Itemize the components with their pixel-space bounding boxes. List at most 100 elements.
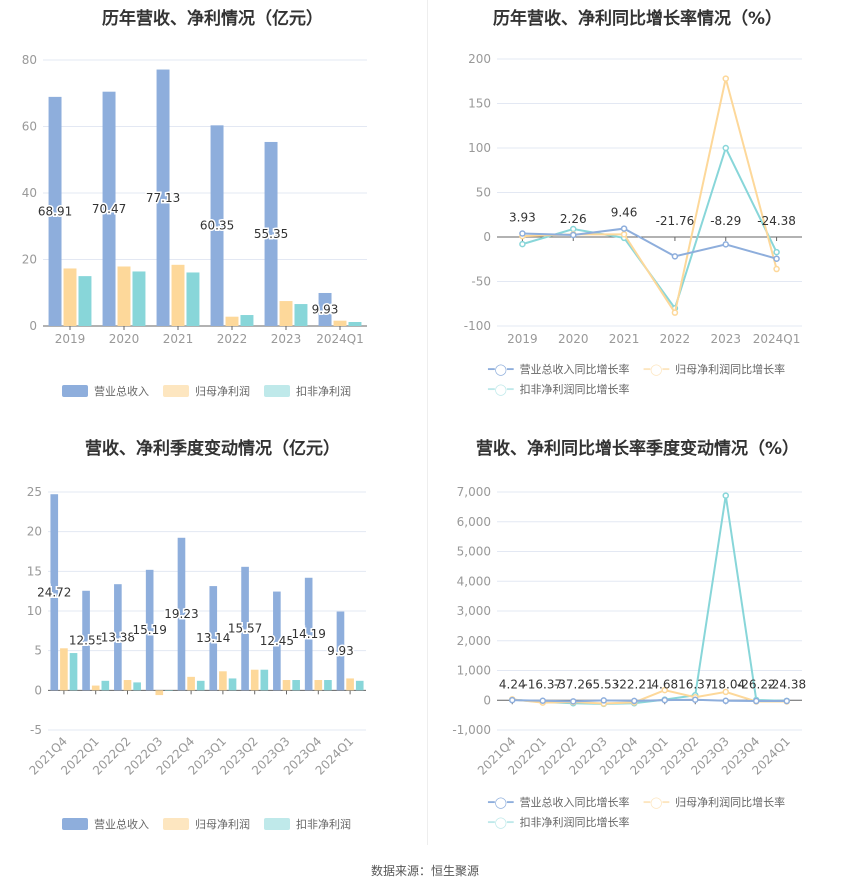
legend-item-profit[interactable]: 归母净利润 xyxy=(163,816,250,832)
legend-label: 归母净利润 xyxy=(195,385,250,398)
bar-profit xyxy=(171,264,185,326)
line-data-label: -8.29 xyxy=(710,214,741,228)
legend-swatch xyxy=(163,818,189,830)
line-point xyxy=(519,240,526,248)
bar-revenue xyxy=(336,611,345,691)
legend-annual-bar: 营业总收入 归母净利润 扣非净利润 xyxy=(62,383,351,399)
legend-annual-growth: ━◯━ 营业总收入同比增长率 ━◯━ 归母净利润同比增长率 ━◯━ 扣非净利润同比增长… xyxy=(488,361,828,397)
bar-data-label: 13.38 xyxy=(101,630,135,644)
legend-label: 归母净利润 xyxy=(195,818,250,831)
y-tick-label: 20 xyxy=(22,253,37,267)
legend-swatch xyxy=(163,385,189,397)
bar-data-label: 13.14 xyxy=(196,631,230,645)
line-point xyxy=(773,248,780,256)
line-profit-growth xyxy=(522,78,778,316)
legend-swatch xyxy=(62,818,88,830)
bar-profit xyxy=(346,678,354,691)
line-point xyxy=(722,688,729,696)
line-point xyxy=(722,697,729,705)
bar-deducted xyxy=(348,322,362,326)
bar-revenue xyxy=(241,566,249,691)
y-tick-label: -50 xyxy=(471,275,491,289)
bar-revenue xyxy=(114,584,122,691)
bar-profit xyxy=(219,671,227,691)
legend-item-revenue-growth[interactable]: ━◯━ 营业总收入同比增长率 xyxy=(488,361,630,377)
y-tick-label: 60 xyxy=(22,120,37,134)
bar-profit xyxy=(279,301,293,326)
bar-deducted xyxy=(186,272,200,326)
line-data-label: -24.38 xyxy=(757,214,796,228)
legend-quarterly-growth: ━◯━ 营业总收入同比增长率 ━◯━ 归母净利润同比增长率 ━◯━ 扣非净利润同比增长… xyxy=(488,794,828,830)
bar-revenue xyxy=(273,591,281,691)
bar-profit xyxy=(63,268,77,326)
legend-item-deducted-growth[interactable]: ━◯━ 扣非净利润同比增长率 xyxy=(488,814,630,830)
legend-line-circle-icon: ━◯━ xyxy=(488,382,514,396)
x-tick-label: 2020 xyxy=(558,332,589,346)
legend-line-circle-icon: ━◯━ xyxy=(643,795,670,809)
bar-deducted xyxy=(240,315,254,326)
legend-label: 归母净利润同比增长率 xyxy=(675,796,786,809)
bar-revenue xyxy=(50,494,59,691)
bar-deducted xyxy=(133,682,141,691)
legend-label: 扣非净利润同比增长率 xyxy=(519,383,630,396)
legend-label: 扣非净利润同比增长率 xyxy=(519,816,630,829)
bar-profit xyxy=(91,685,100,691)
bar-profit xyxy=(60,648,68,691)
y-tick-label: 50 xyxy=(476,186,491,200)
line-data-label: 3.93 xyxy=(509,211,536,225)
bar-deducted xyxy=(78,276,92,326)
legend-item-deducted-growth[interactable]: ━◯━ 扣非净利润同比增长率 xyxy=(488,381,630,397)
bar-data-label: 14.19 xyxy=(291,627,325,641)
legend-item-revenue[interactable]: 营业总收入 xyxy=(62,816,149,832)
legend-item-revenue[interactable]: 营业总收入 xyxy=(62,383,149,399)
legend-item-profit-growth[interactable]: ━◯━ 归母净利润同比增长率 xyxy=(644,361,786,377)
y-tick-label: 10 xyxy=(27,604,42,618)
bar-profit xyxy=(225,316,239,326)
bar-data-label: 12.45 xyxy=(260,634,294,648)
y-tick-label: 5,000 xyxy=(457,545,491,559)
y-tick-label: 3,000 xyxy=(457,604,491,618)
bar-revenue xyxy=(102,91,116,326)
legend-quarterly-bar: 营业总收入 归母净利润 扣非净利润 xyxy=(62,816,351,832)
line-revenue-growth xyxy=(512,698,787,703)
line-revenue-growth xyxy=(522,227,777,260)
bar-revenue xyxy=(48,96,62,326)
x-tick-label: 2021 xyxy=(163,332,194,346)
line-data-label: 2.26 xyxy=(560,212,587,226)
bar-data-label: 9.93 xyxy=(312,302,339,316)
legend-item-profit[interactable]: 归母净利润 xyxy=(163,383,250,399)
y-tick-label: 80 xyxy=(22,53,37,67)
legend-line-circle-icon: ━◯━ xyxy=(488,815,514,829)
line-data-label: -18.04 xyxy=(706,677,745,691)
line-data-label: 4.24 xyxy=(499,677,526,691)
y-tick-label: 150 xyxy=(468,97,491,111)
line-data-label: -22.21 xyxy=(615,677,654,691)
bar-revenue xyxy=(156,69,170,326)
line-point xyxy=(671,309,679,316)
legend-item-revenue-growth[interactable]: ━◯━ 营业总收入同比增长率 xyxy=(488,794,630,810)
line-point xyxy=(631,697,638,705)
y-tick-label: 5 xyxy=(34,644,42,658)
chart-title-annual-growth: 历年营收、净利同比增长率情况（%） xyxy=(492,9,783,29)
bar-data-label: 70.47 xyxy=(92,202,126,216)
line-point xyxy=(539,697,546,704)
legend-item-deducted[interactable]: 扣非净利润 xyxy=(264,816,351,832)
bar-data-label: 15.19 xyxy=(132,623,166,637)
bar-data-label: 60.35 xyxy=(200,219,234,233)
bar-profit xyxy=(282,680,291,691)
y-tick-label: -1,000 xyxy=(452,723,491,737)
chart-title-annual-bar: 历年营收、净利情况（亿元） xyxy=(102,9,323,29)
bar-deducted xyxy=(228,678,237,691)
bar-revenue xyxy=(210,125,224,327)
line-deducted-growth xyxy=(522,145,778,311)
legend-item-deducted[interactable]: 扣非净利润 xyxy=(264,383,351,399)
bar-profit xyxy=(123,680,132,691)
legend-item-profit-growth[interactable]: ━◯━ 归母净利润同比增长率 xyxy=(644,794,786,810)
line-point xyxy=(773,265,780,273)
bar-deducted xyxy=(165,690,173,691)
y-tick-label: 200 xyxy=(468,52,491,66)
bar-profit xyxy=(314,680,323,691)
line-point xyxy=(722,492,729,499)
line-data-label: 16.37 xyxy=(678,677,712,691)
